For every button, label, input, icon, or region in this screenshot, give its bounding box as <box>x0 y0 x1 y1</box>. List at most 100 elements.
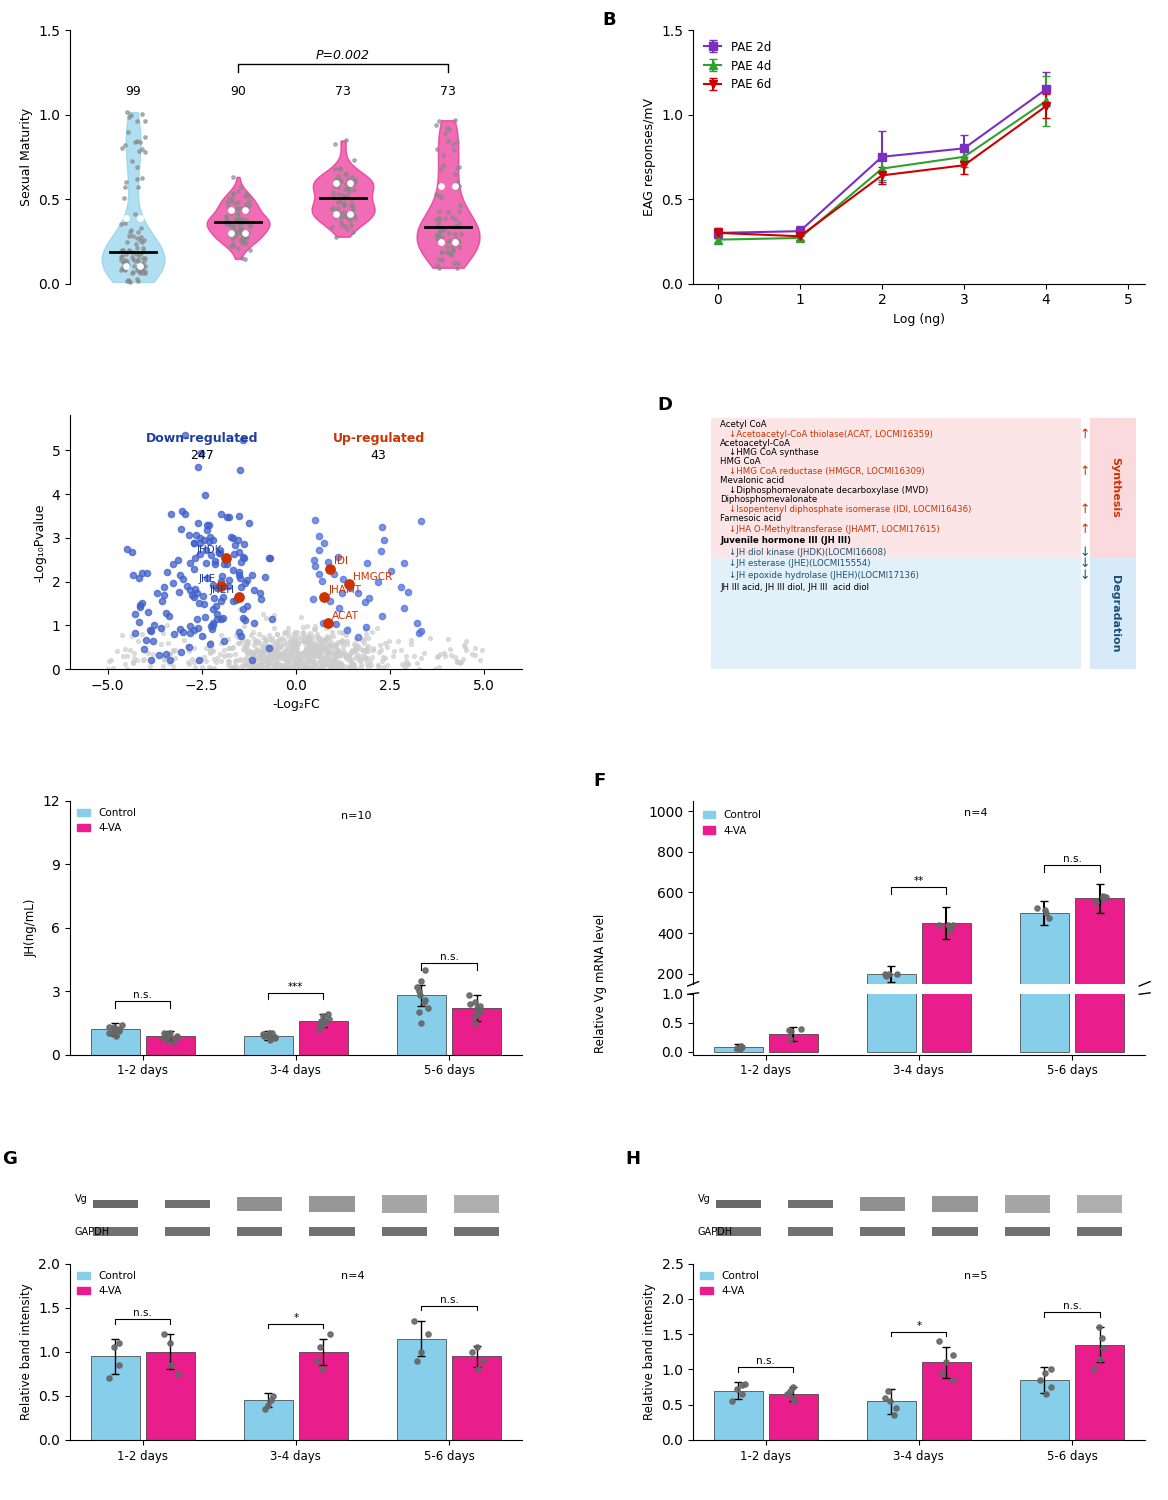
Point <box>230 562 249 586</box>
Point <box>200 513 218 537</box>
Point <box>127 267 146 291</box>
Point <box>236 198 255 222</box>
Point <box>299 627 318 651</box>
Point <box>124 650 142 674</box>
Point <box>313 652 332 676</box>
Point <box>1097 885 1115 909</box>
Point <box>229 200 248 223</box>
Point <box>321 639 340 663</box>
Point <box>877 964 896 988</box>
Point <box>236 198 255 222</box>
Point <box>229 624 248 648</box>
Point <box>235 614 253 638</box>
Point <box>134 238 153 262</box>
Point <box>294 652 313 676</box>
Point <box>230 597 249 621</box>
Point <box>300 630 319 654</box>
Point <box>326 132 345 156</box>
Point <box>297 638 315 662</box>
Point <box>204 657 223 681</box>
Point <box>300 634 319 658</box>
Point <box>154 1322 173 1346</box>
Point <box>223 182 242 206</box>
Point <box>204 586 223 610</box>
Point <box>139 600 158 624</box>
Point <box>220 186 238 210</box>
Point <box>780 1002 799 1026</box>
Point <box>385 639 404 663</box>
Text: n.s.: n.s. <box>439 952 458 962</box>
Point <box>322 196 341 220</box>
Point <box>244 645 263 669</box>
Point <box>389 628 408 652</box>
Point <box>230 207 249 231</box>
Point <box>222 211 241 236</box>
Point <box>166 1026 185 1050</box>
Point <box>135 110 154 134</box>
Point <box>236 222 255 246</box>
Point <box>278 632 297 656</box>
Text: JHDK: JHDK <box>196 546 222 555</box>
Point <box>253 638 272 662</box>
Point <box>231 566 250 590</box>
Point <box>245 627 264 651</box>
Point <box>225 225 244 249</box>
Text: ↓: ↓ <box>1079 558 1090 570</box>
Point <box>279 650 298 674</box>
Point <box>287 656 306 680</box>
Point <box>280 650 299 674</box>
Point <box>118 268 137 292</box>
Point <box>357 550 376 574</box>
Point <box>443 206 461 230</box>
Point <box>328 546 347 570</box>
Point <box>334 567 353 591</box>
Point <box>230 540 249 564</box>
Point <box>152 615 171 639</box>
Point <box>427 138 446 162</box>
Point <box>304 650 322 674</box>
Point <box>112 238 131 262</box>
Point <box>99 650 118 674</box>
Point <box>331 630 349 654</box>
Point <box>131 130 150 154</box>
Point <box>130 260 148 284</box>
Text: n.s.: n.s. <box>133 1308 152 1318</box>
Point <box>193 624 211 648</box>
Point <box>113 644 132 668</box>
Point <box>342 638 361 662</box>
Point <box>326 632 345 656</box>
Point <box>114 251 133 274</box>
Point <box>340 171 359 195</box>
Point <box>232 628 251 652</box>
Point <box>269 656 287 680</box>
Point <box>341 642 360 666</box>
Point <box>313 648 332 672</box>
Point <box>119 105 138 129</box>
Point <box>251 645 270 669</box>
Point <box>301 640 320 664</box>
Point <box>188 608 207 631</box>
Point <box>235 634 253 658</box>
Point <box>310 636 328 660</box>
Bar <box>310 1227 355 1236</box>
Point <box>188 456 207 480</box>
Point <box>204 646 223 670</box>
Point <box>284 642 303 666</box>
Point <box>343 220 362 245</box>
Point <box>329 190 348 214</box>
Point <box>234 231 252 255</box>
Point <box>237 652 256 676</box>
Point <box>200 638 218 662</box>
Point <box>398 652 417 676</box>
Point <box>264 645 283 669</box>
Point <box>242 624 260 648</box>
Point <box>227 624 245 648</box>
Point <box>327 654 346 678</box>
Point <box>264 603 283 627</box>
Point <box>266 652 285 676</box>
Point <box>340 656 359 680</box>
Point <box>294 657 313 681</box>
Point <box>312 633 331 657</box>
Point <box>228 210 246 234</box>
Point <box>312 1011 331 1035</box>
